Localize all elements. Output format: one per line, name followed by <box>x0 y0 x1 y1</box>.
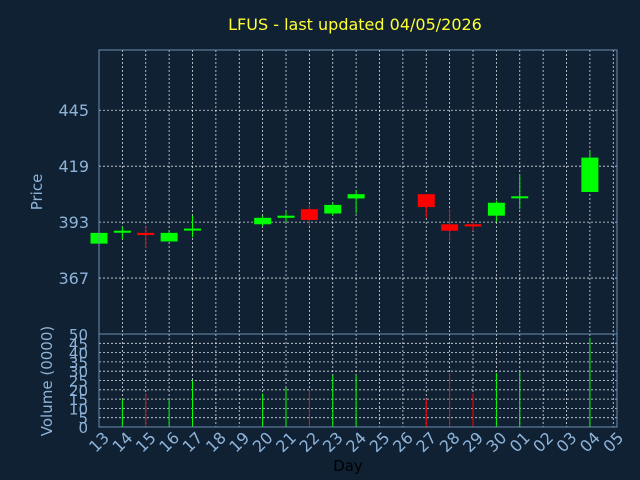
chart-title: LFUS - last updated 04/05/2026 <box>228 15 482 34</box>
volume-grid <box>98 334 617 427</box>
x-tick-05: 05 <box>599 428 627 456</box>
x-tick-labels: 1314151617181920212223242526272829300102… <box>85 428 627 456</box>
volume-tick-40: 40 <box>69 345 88 363</box>
candle-body-01 <box>511 196 529 199</box>
volume-tick-20: 20 <box>69 382 88 400</box>
candles <box>90 151 599 248</box>
candle-body-15 <box>137 232 155 236</box>
candle-body-23 <box>324 204 342 214</box>
volume-tick-45: 45 <box>69 335 88 353</box>
candle-body-22 <box>300 209 318 220</box>
candle-body-04 <box>581 157 599 192</box>
volume-tick-30: 30 <box>69 363 88 381</box>
candle-body-20 <box>254 217 272 225</box>
price-tick-393: 393 <box>58 213 89 232</box>
volume-tick-0: 0 <box>78 419 88 437</box>
volume-tick-5: 5 <box>78 410 88 428</box>
volume-axis-label: Volume (0000) <box>38 326 56 436</box>
price-tick-367: 367 <box>58 269 89 288</box>
x-axis-label: Day <box>333 457 363 475</box>
candle-body-27 <box>417 194 435 208</box>
volume-bars <box>121 337 591 427</box>
volume-tick-25: 25 <box>69 373 88 391</box>
candle-body-16 <box>160 232 178 242</box>
candle-body-28 <box>441 224 459 231</box>
volume-tick-15: 15 <box>69 391 88 409</box>
price-tick-419: 419 <box>58 157 89 176</box>
volume-tick-35: 35 <box>69 354 88 372</box>
candle-body-21 <box>277 215 295 218</box>
price-grid <box>98 50 617 334</box>
candle-body-14 <box>113 230 131 233</box>
volume-panel-frame <box>98 333 618 428</box>
candle-body-29 <box>464 224 482 227</box>
candle-body-30 <box>487 202 505 216</box>
candle-body-24 <box>347 194 365 199</box>
price-panel-frame <box>98 49 618 335</box>
y-axis-label: Price <box>28 174 46 211</box>
volume-tick-50: 50 <box>69 326 88 344</box>
price-tick-labels: 367 393 419 445 <box>58 101 89 288</box>
candle-body-17 <box>184 228 202 231</box>
volume-tick-10: 10 <box>69 400 88 418</box>
price-tick-445: 445 <box>58 101 89 120</box>
